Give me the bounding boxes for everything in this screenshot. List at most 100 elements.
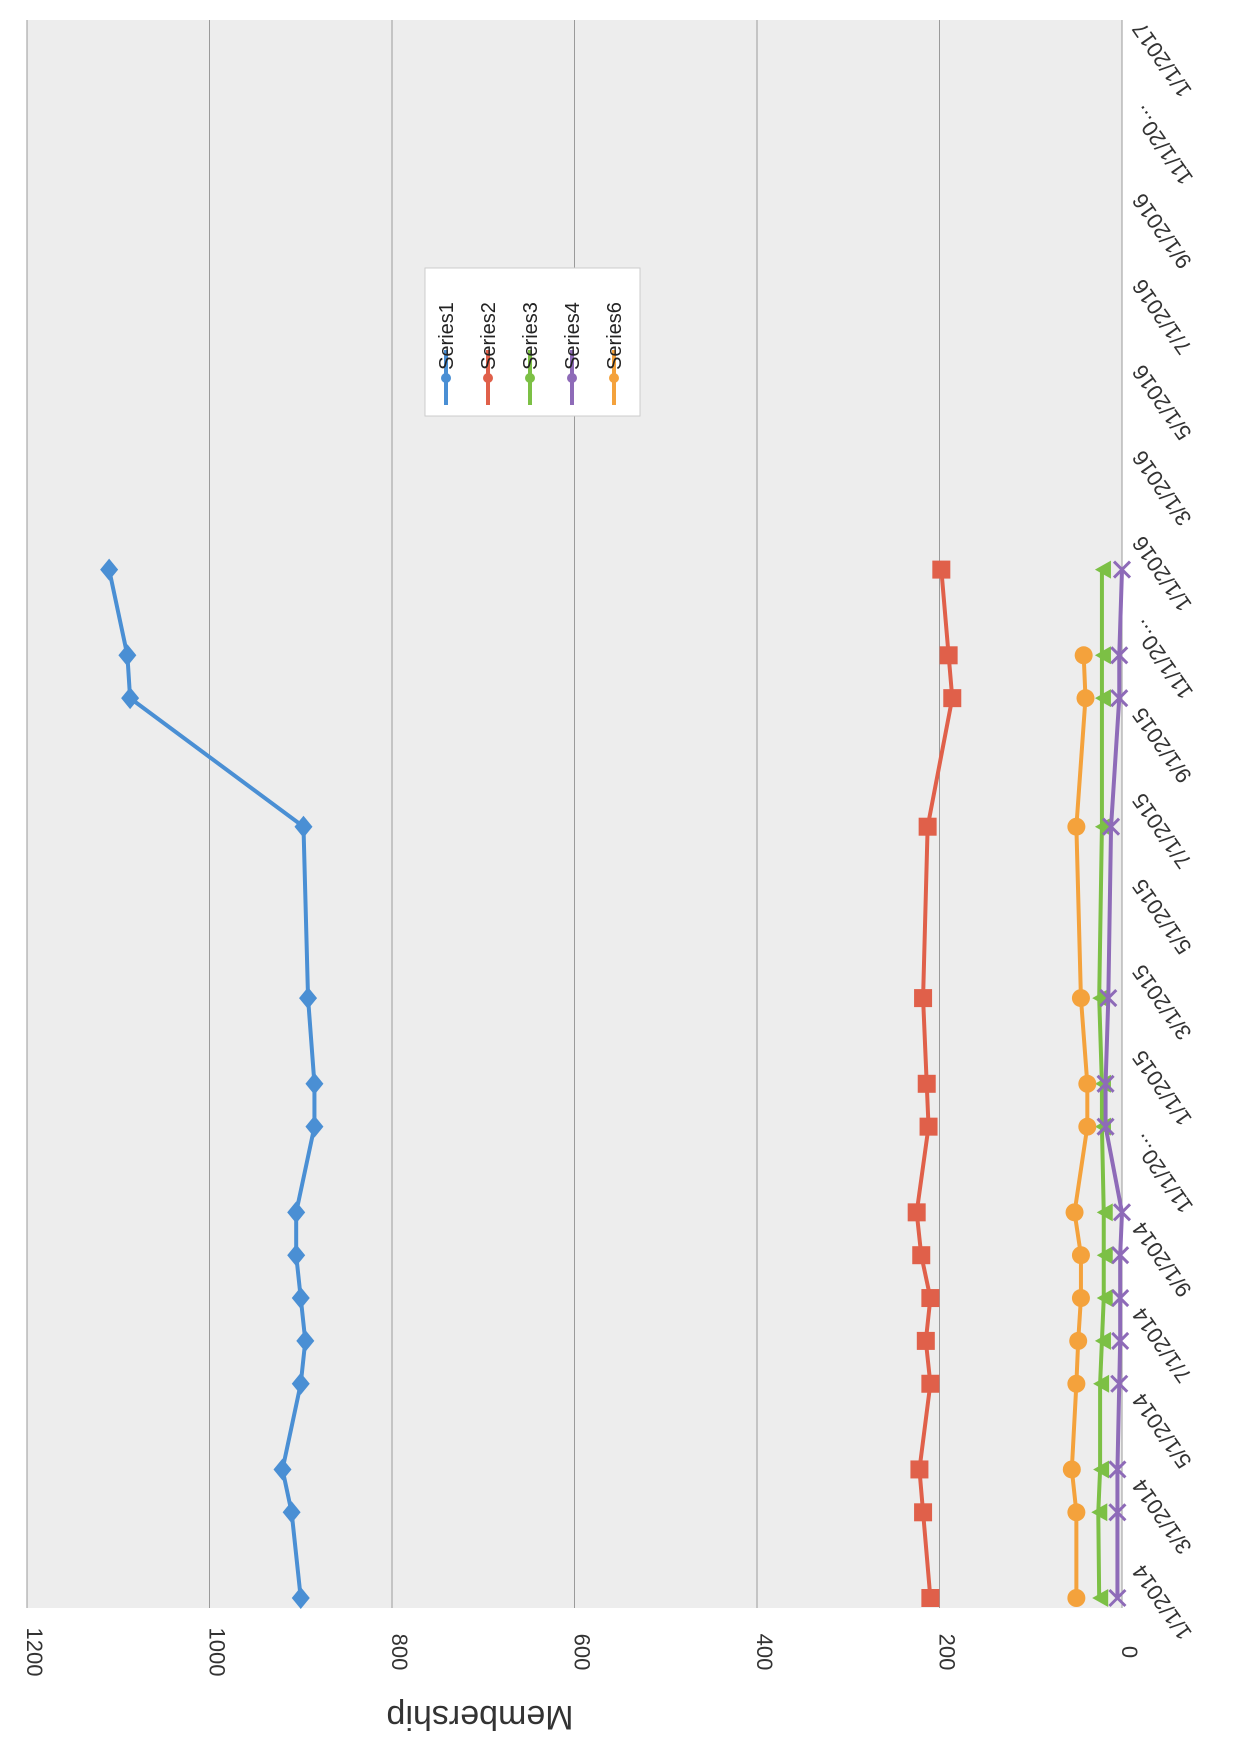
data-point [1078, 1074, 1097, 1093]
y-tick-label: 1200 [22, 1628, 47, 1677]
y-axis-title: Membership [386, 1698, 573, 1736]
data-point [1067, 1589, 1086, 1607]
data-point [1093, 1374, 1110, 1393]
data-point [305, 1072, 324, 1095]
data-point [921, 1289, 940, 1308]
data-point [1112, 1203, 1132, 1222]
legend-marker [609, 373, 619, 383]
legend-label: Series2 [478, 302, 500, 370]
data-point [291, 1372, 310, 1395]
data-point [1096, 1246, 1113, 1265]
legend-marker [441, 373, 451, 383]
x-tick-label: 1/1/2016 [1127, 532, 1197, 616]
data-point [1069, 1331, 1088, 1350]
data-point [1108, 1588, 1127, 1608]
data-point [299, 987, 318, 1010]
legend: Series1 Series2 Series3 Series4 Series6 [424, 267, 641, 417]
x-tick-label: 1/1/2017 [1127, 17, 1197, 101]
data-point [932, 560, 951, 579]
data-point [1065, 1203, 1084, 1222]
data-point [943, 689, 962, 708]
x-tick-label: 1/1/2015 [1127, 1046, 1197, 1130]
x-tick-label: 9/1/2015 [1127, 703, 1197, 787]
data-point [907, 1203, 926, 1222]
data-point [1110, 1374, 1129, 1393]
data-point [291, 1587, 310, 1609]
x-tick-label: 11/1/20... [1126, 101, 1198, 189]
data-point [917, 1074, 936, 1093]
y-tick-label: 0 [1117, 1646, 1142, 1658]
data-point [1071, 1289, 1090, 1308]
data-point [939, 646, 958, 665]
data-point [1067, 1503, 1086, 1522]
y-tick-label: 1000 [205, 1628, 230, 1677]
x-tick-label: 7/1/2016 [1127, 275, 1197, 359]
data-point [1111, 1331, 1130, 1350]
x-tick-label: 7/1/2014 [1127, 1303, 1197, 1387]
x-tick-label: 9/1/2016 [1127, 189, 1197, 273]
data-point [291, 1287, 310, 1310]
x-tick-label: 9/1/2014 [1127, 1217, 1197, 1301]
data-point [273, 1458, 292, 1481]
data-point [121, 687, 140, 710]
data-point [1078, 1117, 1097, 1136]
data-point [1076, 689, 1095, 708]
data-point [1062, 1460, 1081, 1479]
data-point [1099, 989, 1118, 1008]
legend-label: Series3 [520, 302, 542, 370]
data-point [1096, 1074, 1115, 1093]
legend-marker [483, 373, 493, 383]
data-point [100, 558, 119, 581]
data-point [282, 1501, 301, 1524]
data-point [305, 1115, 324, 1138]
data-point [1094, 1331, 1111, 1350]
data-point [1067, 1374, 1086, 1393]
data-point [118, 644, 137, 667]
x-tick-label: 1/1/2014 [1127, 1560, 1197, 1644]
y-tick-label: 600 [570, 1634, 595, 1671]
data-point [918, 817, 937, 836]
data-point [910, 1460, 929, 1479]
data-point [287, 1201, 306, 1224]
data-point [912, 1246, 931, 1265]
data-point [914, 989, 933, 1008]
legend-box [424, 267, 641, 417]
data-point [296, 1329, 315, 1352]
data-point [1096, 1289, 1113, 1308]
x-tick-label: 3/1/2016 [1127, 446, 1197, 530]
data-point [914, 1503, 933, 1522]
x-tick-label: 5/1/2016 [1127, 360, 1197, 444]
data-point [1094, 689, 1111, 708]
x-tick-label: 11/1/20... [1126, 616, 1198, 704]
x-tick-label: 7/1/2015 [1127, 789, 1197, 873]
legend-label: Series1 [436, 302, 458, 370]
data-point [1110, 646, 1129, 665]
data-point [1108, 1503, 1127, 1522]
data-point [1074, 646, 1093, 665]
y-tick-label: 400 [752, 1634, 777, 1671]
data-point [921, 1374, 940, 1393]
data-point [1111, 1246, 1130, 1265]
x-tick-label: 5/1/2015 [1127, 874, 1197, 958]
data-point [1111, 1288, 1130, 1308]
data-point [1094, 560, 1111, 579]
data-point [921, 1589, 940, 1607]
data-point [1101, 817, 1121, 836]
data-point [1071, 989, 1090, 1008]
legend-marker [525, 373, 535, 383]
data-point [1092, 1589, 1109, 1607]
data-point [919, 1117, 938, 1136]
data-point [287, 1244, 306, 1267]
legend-label: Series4 [562, 302, 584, 370]
x-tick-label: 11/1/20... [1126, 1130, 1198, 1218]
y-tick-label: 200 [935, 1634, 960, 1671]
x-tick-label: 3/1/2014 [1127, 1474, 1197, 1558]
data-point [1067, 817, 1086, 836]
data-point [1112, 560, 1132, 579]
data-point [916, 1331, 935, 1350]
legend-marker [567, 373, 577, 383]
data-point [1071, 1246, 1090, 1265]
data-point [1110, 689, 1129, 708]
